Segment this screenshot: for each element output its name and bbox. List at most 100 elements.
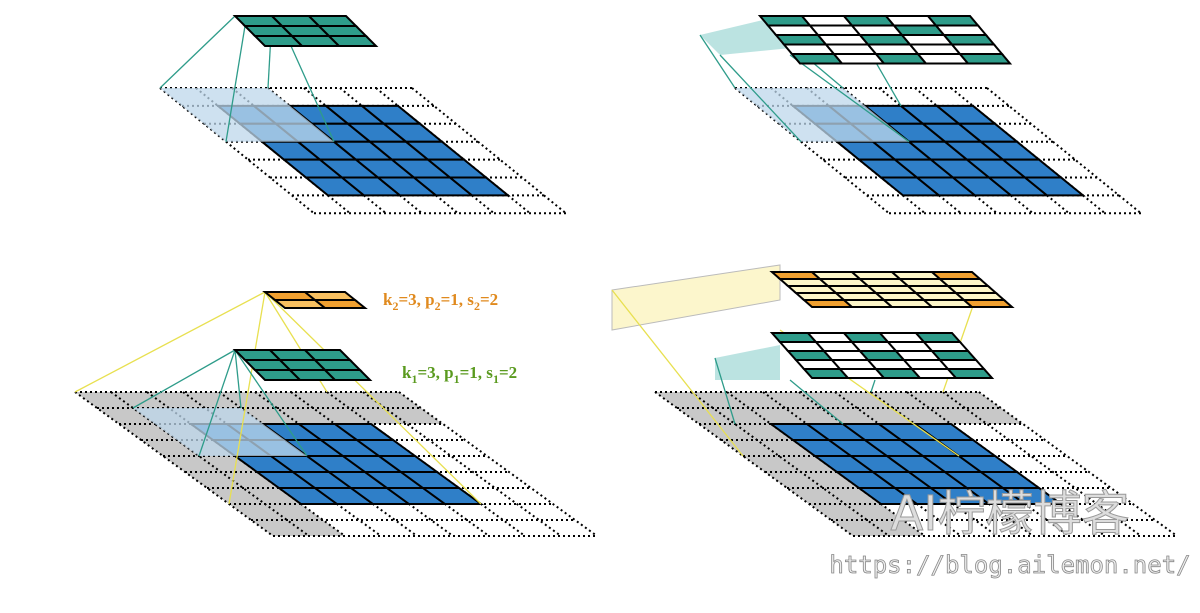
cell bbox=[119, 424, 177, 440]
cell bbox=[312, 299, 368, 309]
cell bbox=[999, 487, 1065, 505]
cell bbox=[313, 408, 371, 424]
cell bbox=[949, 43, 1005, 55]
cell bbox=[757, 440, 815, 456]
projection bbox=[611, 264, 781, 331]
cell bbox=[871, 392, 929, 408]
cell bbox=[907, 392, 965, 408]
annotation-part: =1, s bbox=[460, 363, 494, 382]
cell bbox=[957, 53, 1013, 65]
cell bbox=[925, 15, 981, 27]
watermark-url: https://blog.ailemon.net/ bbox=[829, 551, 1190, 579]
cell bbox=[929, 350, 979, 361]
cell bbox=[322, 369, 373, 381]
cell bbox=[945, 368, 995, 379]
cell bbox=[765, 472, 823, 488]
cell bbox=[713, 408, 771, 424]
kernel bbox=[133, 408, 307, 456]
cell bbox=[287, 520, 345, 536]
cell bbox=[251, 520, 309, 536]
cell bbox=[799, 392, 857, 408]
grid-line bbox=[986, 87, 1142, 215]
annotation-k1: k1=3, p1=1, s1=2 bbox=[402, 363, 517, 386]
grid-line bbox=[411, 87, 567, 215]
cell bbox=[655, 392, 713, 408]
cell bbox=[801, 472, 859, 488]
cell bbox=[291, 392, 349, 408]
cell bbox=[953, 292, 1007, 301]
link bbox=[234, 349, 308, 457]
cell bbox=[75, 392, 133, 408]
grid-line bbox=[326, 391, 526, 537]
cell bbox=[867, 520, 925, 536]
annotation-part: 1 bbox=[411, 372, 417, 386]
grid-line bbox=[798, 391, 998, 537]
cell bbox=[229, 504, 287, 520]
cell bbox=[961, 299, 1015, 308]
cell bbox=[779, 456, 837, 472]
cell bbox=[787, 488, 845, 504]
grid-line bbox=[159, 87, 315, 215]
cell bbox=[945, 285, 999, 294]
grid-line bbox=[74, 391, 274, 537]
annotation-part: =2 bbox=[480, 290, 498, 309]
cell bbox=[199, 456, 257, 472]
cell bbox=[677, 408, 735, 424]
cell bbox=[241, 408, 299, 424]
cell bbox=[302, 291, 358, 301]
cell bbox=[921, 341, 971, 352]
cell bbox=[893, 408, 951, 424]
link bbox=[870, 379, 876, 393]
cell bbox=[727, 392, 785, 408]
cell bbox=[691, 392, 749, 408]
grid-line bbox=[290, 391, 490, 537]
grid-line bbox=[762, 391, 962, 537]
watermark-title: AI柠檬博客 bbox=[891, 486, 1130, 542]
annotation-part: =3, p bbox=[398, 290, 434, 309]
link bbox=[789, 379, 844, 425]
grid-line bbox=[942, 391, 1142, 537]
annotation-part: k bbox=[383, 290, 393, 309]
grid-line bbox=[254, 391, 454, 537]
link bbox=[132, 349, 236, 409]
annotation-part: =2 bbox=[499, 363, 517, 382]
cell bbox=[933, 24, 989, 36]
cell bbox=[219, 392, 277, 408]
link bbox=[699, 34, 736, 89]
grid-line bbox=[734, 87, 890, 215]
cell bbox=[809, 504, 867, 520]
cell bbox=[857, 408, 915, 424]
link bbox=[228, 291, 266, 505]
kernel bbox=[160, 88, 334, 142]
cell bbox=[823, 488, 881, 504]
annotation-part: k bbox=[402, 363, 412, 382]
annotation-part: 1 bbox=[454, 372, 460, 386]
cell bbox=[821, 408, 879, 424]
link bbox=[714, 357, 736, 425]
projection bbox=[715, 345, 780, 380]
cell bbox=[965, 408, 1023, 424]
annotation-part: 2 bbox=[435, 299, 441, 313]
grid-line bbox=[362, 391, 562, 537]
annotation-part: 2 bbox=[392, 299, 398, 313]
annotation-part: =3, p bbox=[417, 363, 453, 382]
cell bbox=[185, 472, 243, 488]
cell bbox=[929, 408, 987, 424]
kernel bbox=[735, 88, 909, 142]
link bbox=[719, 54, 802, 143]
cell bbox=[447, 176, 511, 197]
cell bbox=[385, 408, 443, 424]
cell bbox=[831, 520, 889, 536]
cell bbox=[327, 392, 385, 408]
cell bbox=[735, 424, 793, 440]
cell bbox=[255, 392, 313, 408]
cell bbox=[183, 392, 241, 408]
cell bbox=[699, 424, 757, 440]
link bbox=[611, 289, 744, 457]
cell bbox=[743, 456, 801, 472]
cell bbox=[326, 35, 379, 47]
cell bbox=[937, 359, 987, 370]
link bbox=[159, 15, 236, 89]
grid-line bbox=[978, 391, 1178, 537]
cell bbox=[943, 392, 1001, 408]
